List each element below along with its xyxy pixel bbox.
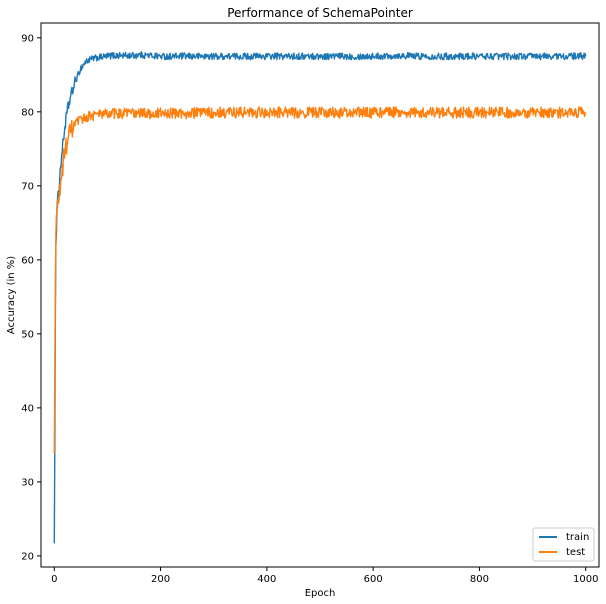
y-tick-label: 40: [21, 403, 34, 414]
x-tick-label: 200: [151, 574, 170, 585]
y-tick-label: 30: [21, 477, 34, 488]
plot-area: [40, 22, 600, 568]
y-axis-label: Accuracy (in %): [6, 256, 17, 335]
y-tick-label: 90: [21, 33, 34, 44]
series-line-test: [53, 106, 587, 454]
y-tick-label: 70: [21, 181, 34, 192]
legend-label-test: test: [566, 547, 585, 558]
x-tick-label: 800: [470, 574, 489, 585]
x-axis-label: Epoch: [305, 588, 336, 599]
plot-frame: [40, 22, 600, 568]
x-tick-label: 1000: [573, 574, 598, 585]
series-lines: [53, 51, 587, 544]
x-tick-label: 400: [257, 574, 276, 585]
y-tick-label: 20: [21, 551, 34, 562]
y-tick-label: 50: [21, 329, 34, 340]
series-line-train: [53, 51, 587, 544]
x-axis-ticks: 0 200 400 600 800 1000: [51, 567, 598, 585]
legend: train test: [532, 527, 595, 562]
y-tick-label: 60: [21, 255, 34, 266]
legend-label-train: train: [566, 532, 589, 543]
y-axis-ticks: 20 30 40 50 60 70 80 90: [21, 33, 41, 562]
chart-title: Performance of SchemaPointer: [227, 6, 413, 20]
y-tick-label: 80: [21, 107, 34, 118]
x-tick-label: 600: [364, 574, 383, 585]
x-tick-label: 0: [51, 574, 57, 585]
